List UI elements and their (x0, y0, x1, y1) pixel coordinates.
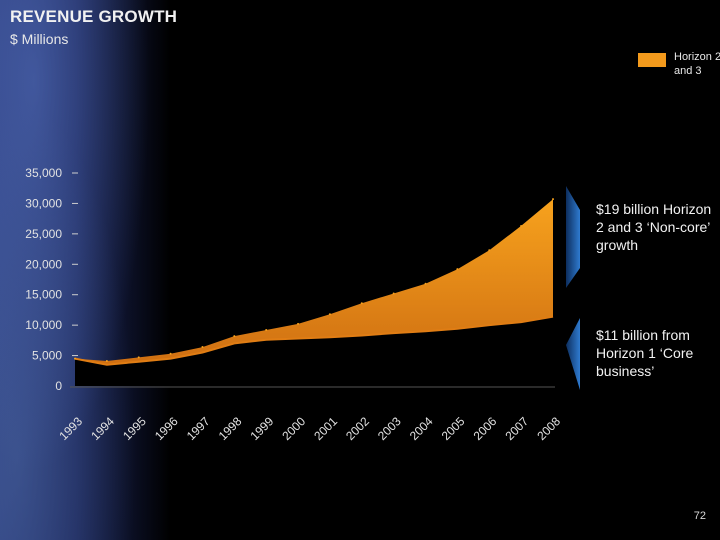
area-horizon-2-3 (75, 199, 553, 365)
legend-label: Horizon 2 and 3 (674, 51, 720, 77)
x-tick-label-2001: 2001 (311, 414, 340, 443)
x-tick-label-1999: 1999 (248, 414, 277, 443)
point-total-1997 (201, 346, 204, 349)
x-tick-label-1997: 1997 (184, 414, 213, 443)
point-total-2001 (328, 313, 331, 316)
point-total-2008 (552, 198, 554, 201)
x-tick-label-1995: 1995 (120, 414, 149, 443)
point-total-1995 (137, 356, 140, 359)
x-tick-label-1998: 1998 (216, 414, 245, 443)
point-total-1998 (233, 335, 236, 338)
y-tick-label: 5,000 (32, 349, 62, 363)
y-tick-label: 20,000 (25, 257, 62, 271)
chart-subtitle: $ Millions (10, 31, 69, 47)
point-total-2004 (424, 282, 427, 285)
x-tick-label-1993: 1993 (56, 414, 85, 443)
point-total-2002 (360, 302, 363, 305)
y-tick-label: 30,000 (25, 196, 62, 210)
area-horizon-1 (75, 316, 553, 386)
chart-title: REVENUE GROWTH (10, 7, 178, 26)
x-tick-label-2006: 2006 (471, 414, 500, 443)
y-tick-label: 10,000 (25, 318, 62, 332)
point-total-2000 (297, 322, 300, 325)
line-horizon-1 (74, 315, 554, 366)
annotation-core-business: $11 billion from Horizon 1 ‘Core busines… (596, 327, 694, 379)
x-tick-label-2003: 2003 (375, 414, 404, 443)
y-tick-label: 15,000 (25, 288, 62, 302)
x-tick-label-1994: 1994 (88, 414, 117, 443)
y-tick-label: 0 (55, 379, 62, 393)
page-number: 72 (693, 510, 706, 522)
point-total-1999 (265, 329, 268, 332)
point-total-1994 (105, 360, 108, 363)
point-total-1993 (74, 357, 76, 360)
bracket-non-core (566, 186, 580, 288)
legend-swatch (638, 53, 666, 67)
bracket-core (566, 318, 580, 390)
point-total-1996 (169, 352, 172, 355)
x-tick-label-2000: 2000 (279, 414, 308, 443)
y-tick-label: 35,000 (25, 166, 62, 180)
annotation-non-core-growth: $19 billion Horizon 2 and 3 ‘Non-core’ g… (596, 201, 712, 253)
point-total-2006 (488, 249, 491, 252)
y-tick-label: 25,000 (25, 227, 62, 241)
x-tick-label-2007: 2007 (502, 414, 531, 443)
background-decoration (0, 0, 170, 540)
x-tick-label-2008: 2008 (534, 414, 563, 443)
x-tick-label-2005: 2005 (439, 414, 468, 443)
point-total-2005 (456, 268, 459, 271)
x-tick-label-1996: 1996 (152, 414, 181, 443)
point-total-2007 (520, 224, 523, 227)
point-total-2003 (392, 292, 395, 295)
x-tick-label-2002: 2002 (343, 414, 372, 443)
x-tick-label-2004: 2004 (407, 414, 436, 443)
